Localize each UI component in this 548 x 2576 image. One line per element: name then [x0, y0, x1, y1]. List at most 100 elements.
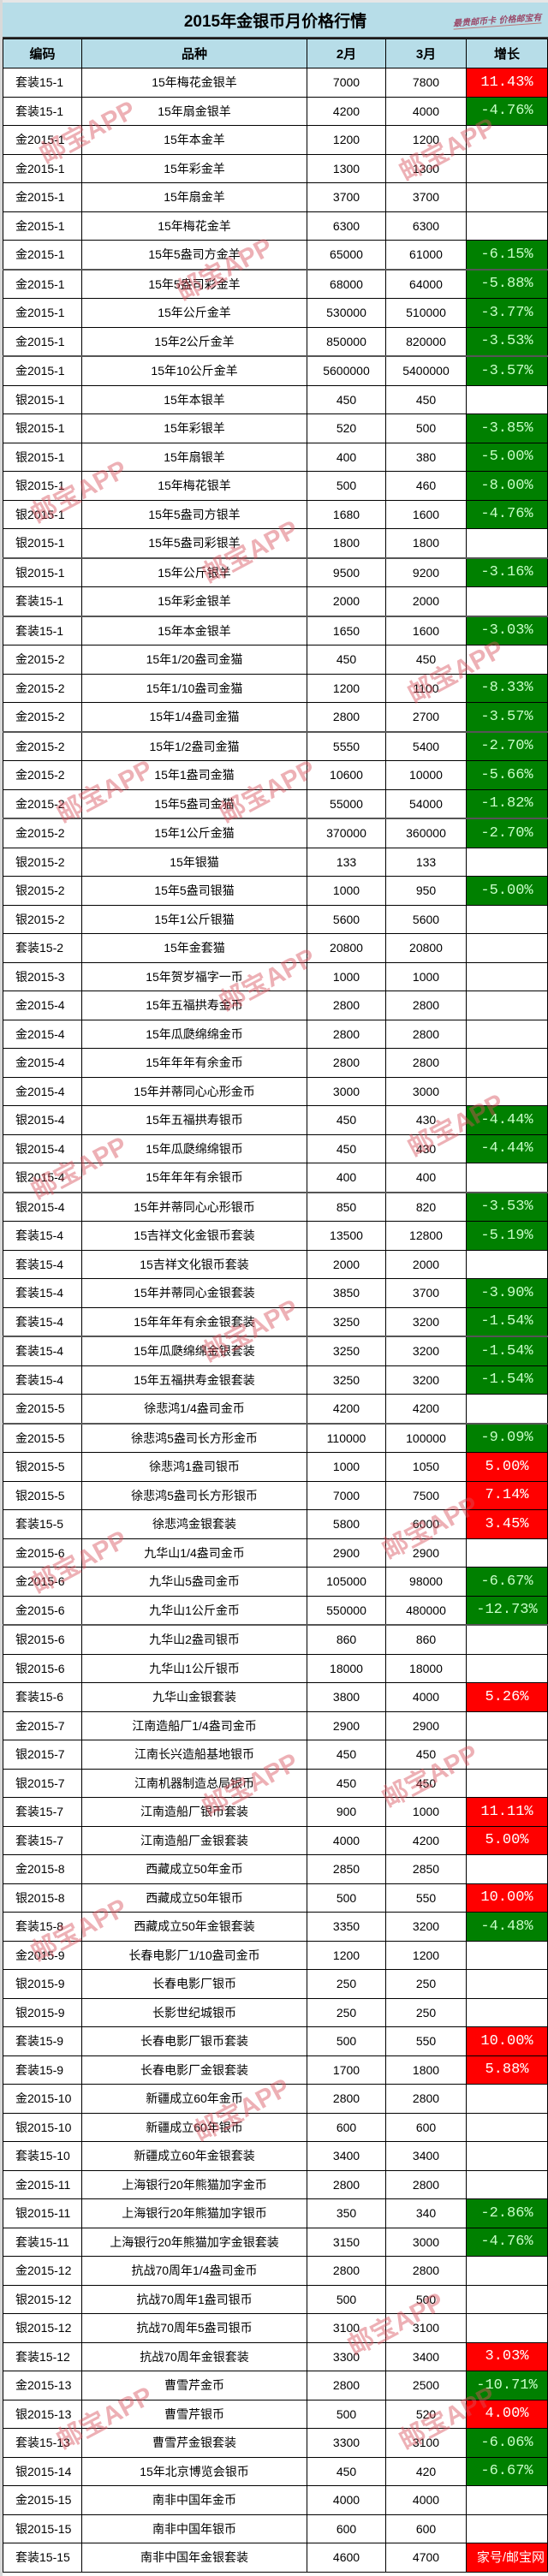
cell-variety: 江南造船厂金银套装 — [81, 1825, 307, 1855]
cell-growth — [466, 153, 548, 183]
cell-variety: 抗战70周年5盎司银币 — [81, 2313, 307, 2343]
cell-feb: 1650 — [307, 616, 386, 645]
table-row: 套装15-4 15年并蒂同心金银套装 3850 3700 -3.90% — [3, 1278, 548, 1308]
cell-mar: 450 — [385, 1740, 467, 1770]
table-row: 银2015-11 上海银行20年熊猫加字银币 350 340 -2.86% — [3, 2198, 548, 2228]
cell-feb: 1000 — [307, 961, 386, 991]
cell-code: 金2015-10 — [3, 2084, 82, 2114]
cell-variety: 长春电影厂金银套装 — [81, 2055, 307, 2085]
table-row: 金2015-10 新疆成立60年金币 2800 2800 — [3, 2084, 548, 2114]
cell-code: 套装15-8 — [3, 1912, 82, 1942]
cell-feb: 500 — [307, 2399, 386, 2429]
cell-growth: -4.44% — [466, 1105, 548, 1135]
cell-feb: 3800 — [307, 1682, 386, 1712]
cell-mar: 2000 — [385, 586, 467, 617]
cell-growth — [466, 1076, 548, 1106]
cell-mar: 3000 — [385, 2227, 467, 2257]
cell-code: 银2015-7 — [3, 1740, 82, 1770]
cell-code: 金2015-2 — [3, 760, 82, 790]
cell-growth: -3.57% — [466, 355, 548, 386]
cell-mar: 6000 — [385, 1509, 467, 1539]
cell-code: 金2015-2 — [3, 702, 82, 733]
cell-code: 金2015-1 — [3, 153, 82, 183]
cell-variety: 九华山5盎司金币 — [81, 1567, 307, 1597]
cell-variety: 九华山1/4盎司金币 — [81, 1538, 307, 1568]
cell-code: 银2015-15 — [3, 2514, 82, 2543]
cell-mar: 820 — [385, 1192, 467, 1222]
cell-growth: -3.53% — [466, 1192, 548, 1222]
cell-feb: 1200 — [307, 1940, 386, 1970]
cell-feb: 2900 — [307, 1538, 386, 1568]
cell-code: 银2015-1 — [3, 557, 82, 587]
cell-variety: 15年并蒂同心金银套装 — [81, 1278, 307, 1308]
cell-feb: 9500 — [307, 557, 386, 587]
cell-code: 套装15-9 — [3, 2055, 82, 2085]
table-row: 金2015-5 徐悲鸿5盎司长方形金币 110000 100000 -9.09% — [3, 1423, 548, 1453]
cell-feb: 370000 — [307, 818, 386, 848]
cell-mar: 450 — [385, 384, 467, 414]
cell-variety: 曹雪芹金币 — [81, 2371, 307, 2400]
cell-mar: 3200 — [385, 1306, 467, 1337]
cell-growth — [466, 847, 548, 877]
cell-code: 金2015-1 — [3, 240, 82, 271]
cell-growth — [466, 2543, 548, 2573]
cell-growth — [466, 2485, 548, 2515]
cell-feb: 2800 — [307, 991, 386, 1020]
cell-feb: 5550 — [307, 731, 386, 761]
cell-mar: 20800 — [385, 933, 467, 963]
table-row: 银2015-12 抗战70周年5盎司银币 3100 3100 — [3, 2313, 548, 2343]
cell-code: 套装15-12 — [3, 2341, 82, 2371]
cell-mar: 7800 — [385, 68, 467, 98]
cell-growth: -9.09% — [466, 1423, 548, 1453]
cell-growth: -6.06% — [466, 2428, 548, 2458]
sheet-title: 2015年金银币月价格行情 最贵邮币卡 价格邮宝有 — [3, 3, 548, 39]
cell-feb: 3100 — [307, 2313, 386, 2343]
cell-feb: 3000 — [307, 1076, 386, 1106]
cell-code: 套装15-4 — [3, 1221, 82, 1251]
top-border — [0, 0, 548, 3]
cell-variety: 15年年年有余金币 — [81, 1048, 307, 1078]
cell-variety: 15年本金羊 — [81, 125, 307, 155]
cell-growth: 11.43% — [466, 68, 548, 98]
cell-feb: 65000 — [307, 240, 386, 271]
cell-mar: 54000 — [385, 788, 467, 819]
cell-variety: 15年10公斤金羊 — [81, 355, 307, 386]
cell-mar: 3100 — [385, 2428, 467, 2458]
cell-code: 金2015-7 — [3, 1710, 82, 1740]
table-row: 银2015-6 九华山1公斤银币 18000 18000 — [3, 1653, 548, 1683]
cell-growth — [466, 586, 548, 617]
cell-mar: 64000 — [385, 269, 467, 299]
cell-feb: 5600000 — [307, 355, 386, 386]
table-row: 套装15-12 抗战70周年金银套装 3300 3400 3.03% — [3, 2341, 548, 2371]
col-header-variety: 品种 — [81, 39, 307, 68]
cell-feb: 350 — [307, 2198, 386, 2228]
left-border — [0, 0, 3, 2576]
cell-feb: 500 — [307, 1883, 386, 1913]
cell-growth: -5.66% — [466, 760, 548, 790]
cell-mar: 3700 — [385, 182, 467, 212]
cell-mar: 250 — [385, 1997, 467, 2027]
cell-mar: 3000 — [385, 1076, 467, 1106]
cell-code: 套装15-6 — [3, 1682, 82, 1712]
cell-growth — [466, 1997, 548, 2027]
cell-mar: 1200 — [385, 125, 467, 155]
cell-code: 金2015-2 — [3, 788, 82, 819]
cell-code: 银2015-1 — [3, 384, 82, 414]
cell-growth: -2.70% — [466, 731, 548, 761]
cell-variety: 15年本金银羊 — [81, 616, 307, 645]
cell-code: 套装15-15 — [3, 2543, 82, 2573]
cell-growth: -6.67% — [466, 2456, 548, 2486]
cell-code: 银2015-9 — [3, 1997, 82, 2027]
cell-feb: 10600 — [307, 760, 386, 790]
table-row: 银2015-2 15年银猫 133 133 — [3, 847, 548, 877]
table-row: 银2015-1 15年本银羊 450 450 — [3, 384, 548, 414]
cell-feb: 1680 — [307, 499, 386, 529]
table-row: 套装15-7 江南造船厂金银套装 4000 4200 5.00% — [3, 1825, 548, 1855]
table-row: 金2015-2 15年5盎司金猫 55000 54000 -1.82% — [3, 788, 548, 819]
cell-variety: 长春电影厂银币 — [81, 1969, 307, 1999]
cell-growth: -2.70% — [466, 818, 548, 848]
cell-mar: 4200 — [385, 1394, 467, 1425]
cell-mar: 4200 — [385, 1825, 467, 1855]
cell-growth: -6.15% — [466, 240, 548, 271]
cell-feb: 3400 — [307, 2141, 386, 2171]
